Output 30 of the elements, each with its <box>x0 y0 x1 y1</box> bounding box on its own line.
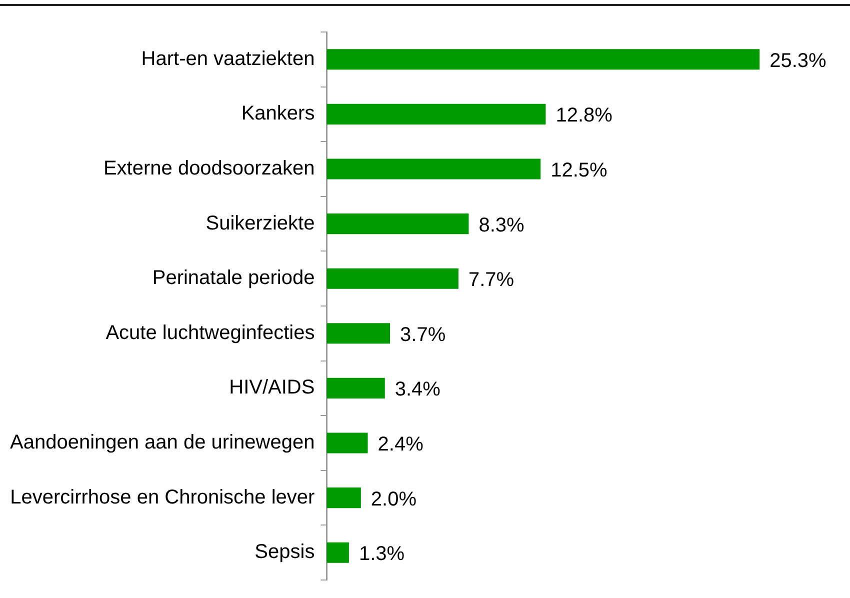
bar <box>326 104 546 124</box>
bar <box>326 542 349 563</box>
y-tick-label: Suikerziekte <box>206 212 315 234</box>
data-label: 2.0% <box>370 488 417 510</box>
bar <box>326 432 368 454</box>
data-label: 12.5% <box>550 160 608 182</box>
y-tick-label: Acute luchtweginfecties <box>106 322 315 344</box>
data-label: 3.4% <box>394 378 441 401</box>
data-label: 25.3% <box>770 50 827 72</box>
bar <box>326 488 361 508</box>
data-label: 7.7% <box>468 269 514 292</box>
y-tick-label: Sepsis <box>254 541 315 564</box>
y-tick-label: Hart-en vaatziekten <box>141 48 315 70</box>
bar <box>326 214 469 234</box>
bar <box>326 268 458 289</box>
data-label: 3.7% <box>400 324 446 346</box>
bar <box>326 49 760 70</box>
y-tick-label: Kankers <box>241 102 315 125</box>
data-label: 12.8% <box>556 104 613 127</box>
y-tick-label: Aandoeningen aan de urinewegen <box>10 432 315 454</box>
bar <box>326 378 385 398</box>
bar <box>326 323 390 344</box>
data-label: 8.3% <box>478 214 525 236</box>
y-tick-label: Levercirrhose en Chronische lever <box>10 486 316 508</box>
data-label: 2.4% <box>378 434 424 456</box>
y-tick-label: Perinatale periode <box>152 267 315 290</box>
y-tick-label: Externe doodsoorzaken <box>103 158 315 180</box>
y-tick-label: HIV/AIDS <box>229 376 315 399</box>
data-label: 1.3% <box>358 543 405 566</box>
bar <box>326 158 541 180</box>
